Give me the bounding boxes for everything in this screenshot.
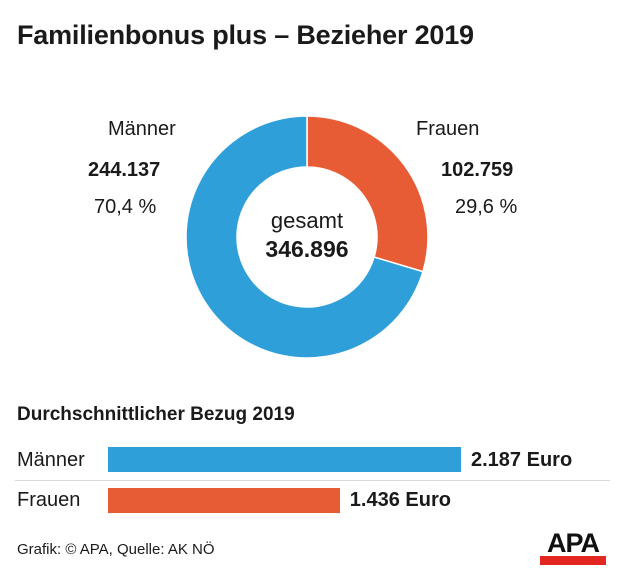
- bar-frauen: [108, 488, 340, 513]
- source-note: Grafik: © APA, Quelle: AK NÖ: [17, 541, 215, 558]
- legend-label-maenner: Männer: [108, 118, 176, 140]
- percent-label-maenner: 70,4 %: [94, 196, 157, 218]
- apa-logo-text: APA: [546, 528, 600, 558]
- row-divider: [15, 480, 610, 481]
- donut-slice-frauen: [306, 115, 429, 273]
- percent-label-frauen: 29,6 %: [455, 196, 518, 218]
- center-total: 346.896: [265, 236, 349, 262]
- apa-logo: APA: [540, 530, 606, 566]
- bar-value-maenner: 2.187 Euro: [471, 449, 573, 471]
- chart-title: Familienbonus plus – Bezieher 2019: [17, 20, 474, 50]
- bar-label-frauen: Frauen: [17, 489, 81, 511]
- bar-value-frauen: 1.436 Euro: [349, 489, 451, 511]
- bar-label-maenner: Männer: [17, 449, 85, 471]
- bar-chart-title: Durchschnittlicher Bezug 2019: [17, 404, 295, 425]
- center-label: gesamt: [270, 208, 344, 233]
- legend-label-frauen: Frauen: [416, 118, 480, 140]
- donut-slice-maenner: [185, 115, 424, 359]
- bar-maenner: [108, 447, 461, 472]
- apa-logo-bar: [540, 556, 606, 565]
- value-label-frauen: 102.759: [441, 159, 514, 181]
- value-label-maenner: 244.137: [88, 159, 161, 181]
